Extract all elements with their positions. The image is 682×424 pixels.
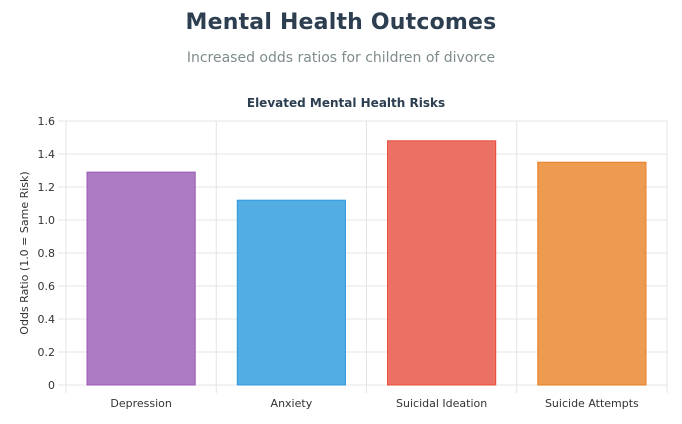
y-tick-label: 1.4 — [38, 148, 56, 161]
x-tick-label: Depression — [110, 397, 172, 410]
x-tick-label: Anxiety — [271, 397, 313, 410]
y-axis-title: Odds Ratio (1.0 = Same Risk) — [18, 171, 31, 334]
bar — [236, 199, 346, 386]
page-title: Mental Health Outcomes — [185, 10, 497, 35]
y-tick-label: 1.2 — [38, 181, 56, 194]
x-tick-label: Suicide Attempts — [545, 397, 639, 410]
bar — [537, 161, 647, 386]
page-subtitle: Increased odds ratios for children of di… — [186, 50, 496, 66]
y-tick-label: 1.6 — [38, 115, 56, 128]
bar — [387, 140, 497, 386]
bar — [86, 171, 196, 386]
y-tick-label: 0 — [48, 379, 55, 392]
y-tick-label: 0.6 — [38, 280, 56, 293]
y-tick-label: 1.0 — [38, 214, 56, 227]
y-tick-label: 0.4 — [38, 313, 56, 326]
x-tick-label: Suicidal Ideation — [396, 397, 487, 410]
y-tick-label: 0.8 — [38, 247, 56, 260]
chart-title: Elevated Mental Health Risks — [247, 96, 445, 110]
y-tick-label: 0.2 — [38, 346, 56, 359]
